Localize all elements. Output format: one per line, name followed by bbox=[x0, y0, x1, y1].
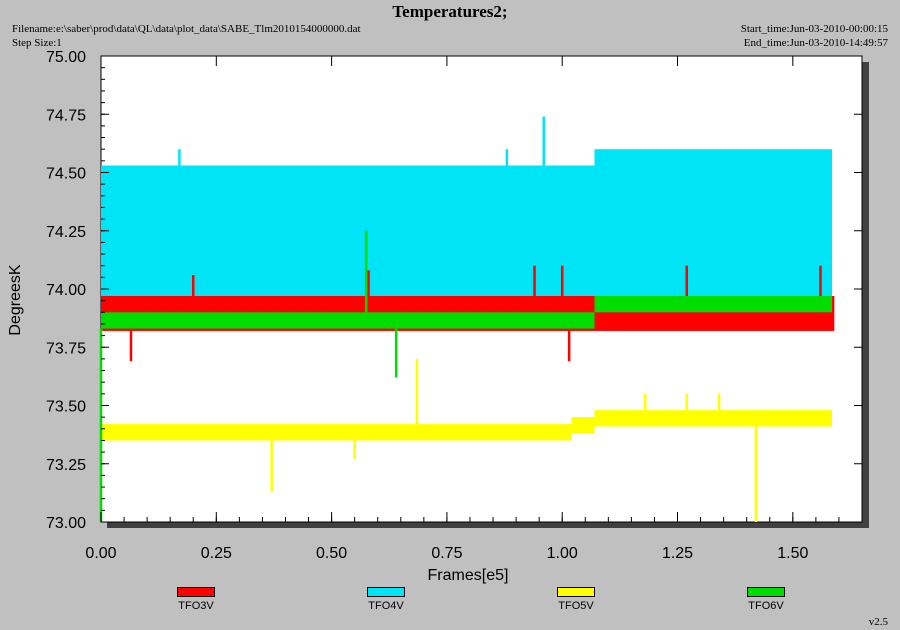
series-tfo4v bbox=[101, 116, 833, 306]
x-tick-label: 1.00 bbox=[547, 545, 578, 562]
chart-title: Temperatures2; bbox=[392, 2, 508, 21]
series-tfo5v bbox=[101, 358, 833, 522]
series-layer bbox=[99, 116, 835, 522]
y-tick-label: 74.00 bbox=[46, 282, 86, 299]
x-tick-label: 1.25 bbox=[662, 545, 693, 562]
x-tick-label: 1.50 bbox=[777, 545, 808, 562]
legend-label-tfo6v: TFO6V bbox=[748, 600, 784, 612]
legend-label-tfo3v: TFO3V bbox=[178, 600, 214, 612]
x-axis-label: Frames[e5] bbox=[428, 567, 509, 584]
series-tfo6v bbox=[99, 230, 833, 522]
y-tick-label: 73.75 bbox=[46, 340, 86, 357]
y-tick-label: 74.25 bbox=[46, 224, 86, 241]
series-band-tfo4v bbox=[101, 165, 595, 306]
x-tick-label: 0.75 bbox=[431, 545, 462, 562]
y-tick-label: 73.00 bbox=[46, 515, 86, 532]
step-size-text: Step Size:1 bbox=[12, 37, 62, 49]
legend-swatch-tfo5v bbox=[557, 587, 595, 597]
series-band-tfo4v bbox=[594, 149, 833, 306]
ticks-layer: 73.00 73.25 73.50 73.75 74.00 74.25 74.50 74.75… bbox=[46, 49, 863, 562]
series-band-tfo6v bbox=[594, 295, 833, 313]
series-band-tfo5v bbox=[101, 424, 572, 441]
legend-label-tfo4v: TFO4V bbox=[368, 600, 404, 612]
legend-swatch-tfo6v bbox=[747, 587, 785, 597]
filename-text: Filename:e:\saber\prod\data\QL\data\plot… bbox=[12, 23, 361, 35]
legend-label-tfo5v: TFO5V bbox=[558, 600, 594, 612]
x-tick-label: 0.25 bbox=[201, 545, 232, 562]
start-time-text: Start_time:Jun-03-2010-00:00:15 bbox=[740, 23, 888, 35]
x-tick-label: 0.00 bbox=[85, 545, 116, 562]
legend-swatch-tfo4v bbox=[367, 587, 405, 597]
end-time-text: End_time:Jun-03-2010-14:49:57 bbox=[743, 37, 888, 49]
y-tick-label: 73.25 bbox=[46, 457, 86, 474]
y-tick-label: 73.50 bbox=[46, 399, 86, 416]
legend-swatch-tfo3v bbox=[177, 587, 215, 597]
y-tick-label: 75.00 bbox=[46, 49, 86, 66]
series-band-tfo5v bbox=[594, 410, 833, 427]
series-band-tfo6v bbox=[101, 312, 595, 329]
y-axis-label: DegreesK bbox=[7, 264, 24, 335]
y-tick-label: 74.75 bbox=[46, 107, 86, 124]
series-band-tfo5v bbox=[571, 417, 595, 434]
y-tick-label: 74.50 bbox=[46, 166, 86, 183]
x-tick-label: 0.50 bbox=[316, 545, 347, 562]
version-text: v2.5 bbox=[868, 616, 888, 628]
